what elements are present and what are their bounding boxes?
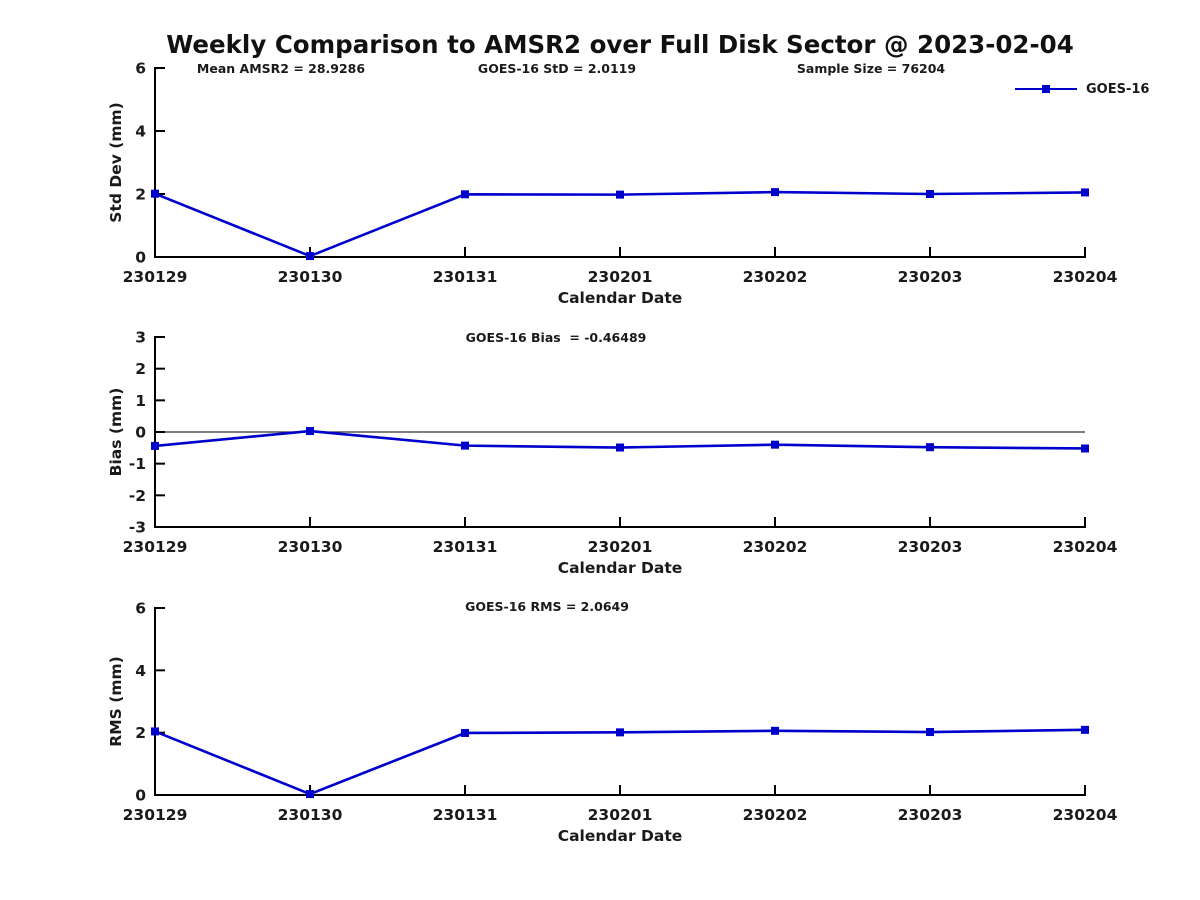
x-tick-label: 230202: [743, 268, 808, 286]
data-point-marker: [306, 427, 314, 436]
y-tick-label: 0: [135, 249, 146, 267]
data-point-marker: [1081, 725, 1089, 734]
data-point-marker: [926, 443, 934, 452]
data-point-marker: [616, 190, 624, 199]
x-axis-label: Calendar Date: [558, 827, 683, 845]
data-point-marker: [151, 441, 159, 450]
annotation-goes16-std: GOES-16 StD = 2.0119: [477, 61, 637, 76]
x-tick-label: 230130: [278, 538, 343, 556]
data-point-marker: [1081, 188, 1089, 197]
x-tick-label: 230201: [588, 806, 653, 824]
subplot-bias: -3 -2 -1 0 1 2 3 230129 230130 230131 230201 230202…: [107, 329, 1118, 578]
y-tick-label: -2: [129, 487, 146, 505]
y-tick-label: 3: [135, 329, 146, 347]
y-tick-label: 2: [135, 186, 146, 204]
chart-title: Weekly Comparison to AMSR2 over Full Dis…: [166, 30, 1074, 59]
legend: GOES-16: [1015, 81, 1149, 97]
x-tick-label: 230201: [588, 268, 653, 286]
data-point-marker: [616, 728, 624, 737]
annotation-sample-size: Sample Size = 76204: [796, 61, 946, 76]
data-point-marker: [461, 441, 469, 450]
series-line-goes-16: [154, 190, 1086, 258]
legend-label: GOES-16: [1086, 81, 1150, 97]
legend-square-marker-icon: [1042, 84, 1050, 93]
y-tick-label: 4: [135, 123, 146, 141]
y-tick-label: 0: [135, 787, 146, 805]
annotation-mean-amsr2: Mean AMSR2 = 28.9286: [196, 61, 366, 76]
y-tick-label: 1: [135, 392, 146, 410]
annotation-goes16-bias: GOES-16 Bias = -0.46489: [465, 330, 647, 345]
legend-line-sample: [1015, 84, 1077, 93]
y-tick-label: 6: [135, 60, 146, 78]
x-tick-label: 230129: [123, 268, 188, 286]
y-axis-label: Bias (mm): [107, 388, 125, 477]
x-tick-label: 230202: [743, 806, 808, 824]
y-tick-label: 2: [135, 360, 146, 378]
data-point-marker: [926, 728, 934, 737]
x-tick-label: 230203: [898, 268, 963, 286]
y-axis-label: RMS (mm): [107, 656, 125, 746]
data-point-marker: [926, 190, 934, 198]
x-tick-label: 230129: [123, 806, 188, 824]
x-tick-label: 230202: [743, 538, 808, 556]
data-point-marker: [461, 728, 469, 737]
x-tick-label: 230131: [433, 268, 498, 286]
x-tick-label: 230131: [433, 538, 498, 556]
x-tick-label: 230201: [588, 538, 653, 556]
y-tick-label: 6: [135, 600, 146, 618]
series-line-goes-16: [154, 728, 1086, 796]
x-tick-label: 230131: [433, 806, 498, 824]
y-axis-label: Std Dev (mm): [107, 102, 125, 222]
x-tick-label: 230129: [123, 538, 188, 556]
data-point-marker: [616, 443, 624, 452]
data-point-marker: [461, 190, 469, 199]
data-point-marker: [151, 189, 159, 198]
x-axis-label: Calendar Date: [558, 559, 683, 577]
x-tick-label: 230203: [898, 806, 963, 824]
data-point-marker: [151, 727, 159, 736]
y-tick-label: 0: [135, 424, 146, 442]
x-tick-label: 230204: [1053, 806, 1118, 824]
y-tick-label: -3: [129, 519, 146, 537]
data-point-marker: [771, 188, 779, 197]
data-point-marker: [771, 440, 779, 449]
annotation-goes16-rms: GOES-16 RMS = 2.0649: [465, 599, 629, 614]
y-tick-label: 4: [135, 662, 146, 680]
subplot-rms: 0 2 4 6 230129 230130 230131 230201 230202 230203…: [107, 600, 1118, 846]
data-point-marker: [306, 252, 314, 261]
data-point-marker: [771, 726, 779, 735]
subplot-std-dev: 0 2 4 6 230129 230130 230131 230201 230202 230203…: [107, 60, 1118, 308]
x-tick-label: 230204: [1053, 538, 1118, 556]
x-axis-label: Calendar Date: [558, 289, 683, 307]
data-point-marker: [306, 790, 314, 799]
y-tick-label: -1: [129, 455, 146, 473]
x-tick-label: 230204: [1053, 268, 1118, 286]
data-point-marker: [1081, 444, 1089, 453]
x-tick-label: 230130: [278, 806, 343, 824]
x-tick-label: 230130: [278, 268, 343, 286]
y-tick-label: 2: [135, 724, 146, 742]
x-tick-label: 230203: [898, 538, 963, 556]
